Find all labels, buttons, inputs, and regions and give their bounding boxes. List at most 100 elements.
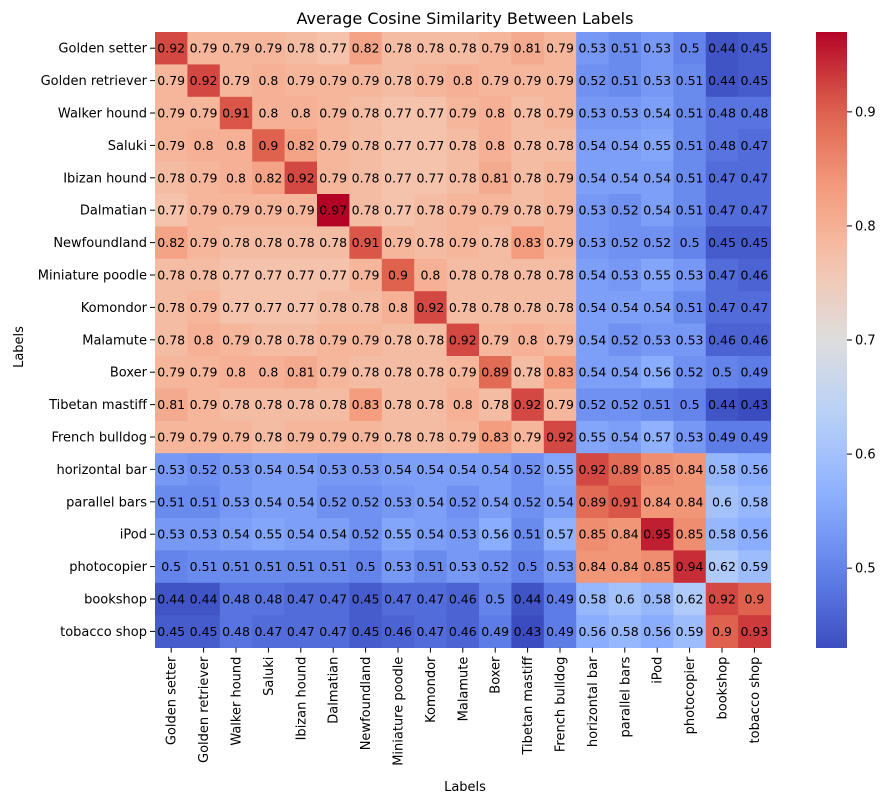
cell-value-label: 0.77	[287, 268, 315, 283]
heatmap-cell	[608, 388, 642, 422]
heatmap-cell	[705, 420, 739, 454]
heatmap-cell	[414, 582, 447, 616]
cell-value-label: 0.47	[740, 300, 768, 315]
cell-value-label: 0.54	[416, 527, 444, 542]
heatmap-cell	[252, 194, 285, 227]
heatmap-cell	[673, 258, 707, 292]
cell-value-label: 0.78	[514, 365, 542, 380]
heatmap-cell	[608, 420, 642, 454]
cell-value-label: 0.78	[416, 332, 444, 347]
cell-value-label: 0.85	[643, 559, 671, 574]
heatmap-cell	[543, 323, 577, 357]
cell-value-label: 0.8	[291, 106, 311, 121]
heatmap-cell	[738, 64, 771, 98]
cell-value-label: 0.51	[190, 559, 218, 574]
heatmap-cell	[738, 518, 771, 551]
cell-value-label: 0.49	[546, 592, 574, 607]
cell-value-label: 0.45	[708, 235, 736, 250]
heatmap-cell	[349, 258, 383, 292]
cell-value-label: 0.78	[352, 106, 380, 121]
heatmap-cell	[479, 453, 512, 486]
cell-value-label: 0.84	[643, 494, 671, 509]
cell-value-label: 0.51	[611, 73, 639, 88]
cell-value-label: 0.81	[157, 397, 185, 412]
cell-value-label: 0.46	[740, 332, 768, 347]
cell-value-label: 0.79	[319, 170, 347, 185]
heatmap-cell	[349, 32, 383, 65]
cell-value-label: 0.84	[611, 559, 639, 574]
cell-value-label: 0.79	[222, 203, 250, 218]
cell-value-label: 0.6	[615, 592, 635, 607]
heatmap-cell	[705, 258, 739, 292]
heatmap-cell	[641, 129, 674, 162]
heatmap-cell	[414, 485, 447, 519]
heatmap-cell	[284, 615, 318, 648]
cell-value-label: 0.54	[481, 462, 509, 477]
heatmap-cell	[608, 323, 642, 357]
heatmap-cell	[155, 32, 188, 65]
cell-value-label: 0.78	[319, 397, 347, 412]
heatmap-cell	[252, 291, 285, 324]
heatmap-cell	[576, 291, 609, 324]
cell-value-label: 0.78	[190, 268, 218, 283]
cell-value-label: 0.52	[449, 494, 477, 509]
cell-value-label: 0.78	[416, 365, 444, 380]
heatmap-cell	[252, 582, 285, 616]
cell-value-label: 0.58	[708, 462, 736, 477]
cell-value-label: 0.79	[287, 430, 315, 445]
heatmap-cell	[284, 194, 318, 227]
cell-value-label: 0.79	[319, 332, 347, 347]
heatmap-cell	[576, 64, 609, 98]
cell-value-label: 0.52	[190, 462, 218, 477]
cell-value-label: 0.92	[449, 332, 477, 347]
cell-value-label: 0.78	[481, 397, 509, 412]
cell-value-label: 0.79	[190, 106, 218, 121]
heatmap-cell	[252, 96, 285, 130]
heatmap-cell	[576, 550, 609, 584]
heatmap-cell	[705, 64, 739, 98]
heatmap-cell	[608, 194, 642, 227]
cell-value-label: 0.79	[514, 73, 542, 88]
x-tick-label: Dalmatian	[327, 657, 342, 724]
cell-value-label: 0.83	[481, 430, 509, 445]
cell-value-label: 0.77	[319, 268, 347, 283]
cell-value-label: 0.58	[643, 592, 671, 607]
heatmap-cell	[511, 161, 545, 195]
cell-value-label: 0.47	[708, 203, 736, 218]
cell-value-label: 0.78	[352, 365, 380, 380]
heatmap-cell	[576, 582, 609, 616]
heatmap-cell	[705, 32, 739, 65]
cell-value-label: 0.51	[157, 494, 185, 509]
heatmap-cell	[155, 226, 188, 260]
cell-value-label: 0.53	[578, 235, 606, 250]
heatmap-cell	[673, 291, 707, 324]
heatmap-cell	[543, 485, 577, 519]
heatmap-cell	[479, 161, 512, 195]
heatmap-cell	[414, 323, 447, 357]
heatmap-cell	[446, 615, 480, 648]
cell-value-label: 0.48	[740, 106, 768, 121]
cell-value-label: 0.89	[611, 462, 639, 477]
cell-value-label: 0.79	[449, 430, 477, 445]
cell-value-label: 0.44	[190, 592, 218, 607]
x-tick-label: Ibizan hound	[294, 657, 309, 741]
cell-value-label: 0.52	[514, 494, 542, 509]
cell-value-label: 0.53	[546, 559, 574, 574]
heatmap-cell	[705, 96, 739, 130]
cell-value-label: 0.8	[453, 73, 473, 88]
heatmap-cell	[479, 226, 512, 260]
heatmap-cell	[543, 582, 577, 616]
cell-value-label: 0.77	[416, 170, 444, 185]
cell-value-label: 0.5	[712, 365, 732, 380]
cell-value-label: 0.54	[611, 170, 639, 185]
heatmap-cell	[219, 323, 253, 357]
cell-value-label: 0.83	[514, 235, 542, 250]
x-tick-label: Newfoundland	[359, 657, 374, 751]
cell-value-label: 0.91	[611, 494, 639, 509]
cell-value-label: 0.78	[514, 300, 542, 315]
heatmap-cell	[608, 129, 642, 162]
cell-value-label: 0.55	[254, 527, 282, 542]
heatmap-cell	[414, 64, 447, 98]
cell-value-label: 0.51	[222, 559, 250, 574]
heatmap-cell	[155, 388, 188, 422]
